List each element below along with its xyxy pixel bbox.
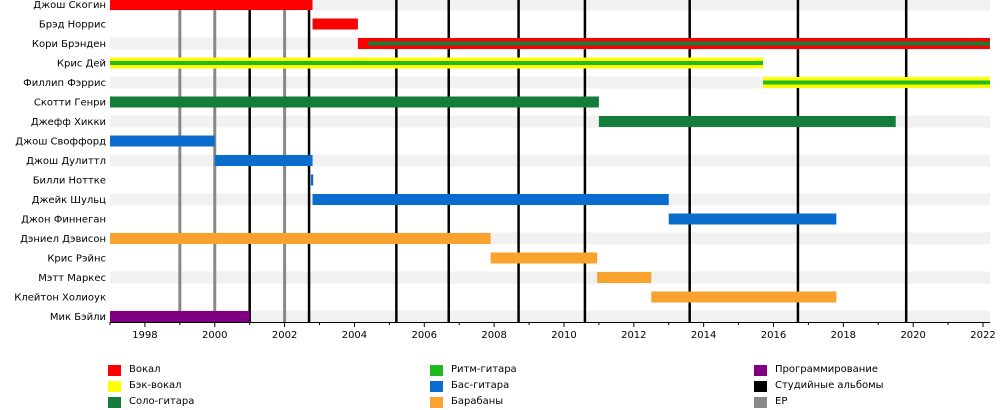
member-name: Дэниел Дэвисон xyxy=(20,234,106,245)
x-tick-label: 2022 xyxy=(970,330,995,341)
member-bar xyxy=(312,18,358,30)
x-tick-label: 2006 xyxy=(412,330,437,341)
member-name: Скотти Генри xyxy=(34,98,106,109)
legend-label-lead-guitar: Соло-гитара xyxy=(129,396,195,407)
legend-item-rhythm-guitar: Ритм-гитара xyxy=(430,364,517,378)
member-bar xyxy=(763,80,990,85)
legend-label-rhythm-guitar: Ритм-гитара xyxy=(451,364,517,375)
legend-swatch-bass xyxy=(430,380,443,392)
legend-label-programming: Программирование xyxy=(775,364,878,375)
row-background xyxy=(110,271,990,284)
legend: Вокал Бэк-вокал Соло-гитара Ритм-гитара … xyxy=(0,362,1000,408)
legend-label-drums: Барабаны xyxy=(451,396,504,407)
member-bar xyxy=(368,41,990,46)
member-bar xyxy=(668,213,837,225)
legend-swatch-rhythm-guitar xyxy=(430,364,443,376)
x-tick-label: 2018 xyxy=(831,330,856,341)
member-bar xyxy=(110,0,313,10)
member-bar xyxy=(214,155,313,166)
member-name: Кори Брэнден xyxy=(32,39,106,50)
legend-item-drums: Барабаны xyxy=(430,396,503,410)
member-name: Джефф Хикки xyxy=(31,117,106,128)
member-bar xyxy=(110,233,491,244)
legend-swatch-lead-guitar xyxy=(108,396,121,408)
member-bar xyxy=(597,272,652,283)
member-name: Крис Рэйнс xyxy=(47,254,106,265)
legend-item-bass: Бас-гитара xyxy=(430,380,509,394)
member-name: Филлип Фэррис xyxy=(23,78,106,89)
legend-swatch-drums xyxy=(430,396,443,408)
legend-item-lead-guitar: Соло-гитара xyxy=(108,396,194,410)
x-tick-label: 2016 xyxy=(761,330,786,341)
legend-label-ep: EP xyxy=(775,396,788,407)
member-bar xyxy=(598,116,896,127)
row-background xyxy=(110,0,990,11)
legend-swatch-programming xyxy=(754,364,767,376)
member-bar xyxy=(110,135,215,147)
member-bar xyxy=(490,252,598,264)
band-timeline-chart: Джош Скогин Брэд Норрис Кори Брэнден Крис Д… xyxy=(14,0,996,341)
member-bar xyxy=(651,291,837,303)
x-tick-label: 2020 xyxy=(900,330,925,341)
x-tick-label: 2012 xyxy=(621,330,646,341)
member-bar xyxy=(310,174,314,186)
legend-label-backing-vocal: Бэк-вокал xyxy=(129,380,182,391)
member-name: Билли Ноттке xyxy=(33,176,106,187)
member-bar xyxy=(312,194,669,205)
legend-item-studio-albums: Студийные альбомы xyxy=(754,380,884,394)
x-tick-label: 2000 xyxy=(202,330,227,341)
legend-label-bass: Бас-гитара xyxy=(451,380,510,391)
member-name: Джош Своффорд xyxy=(15,137,106,148)
legend-item-backing-vocal: Бэк-вокал xyxy=(108,380,182,394)
legend-label-vocal: Вокал xyxy=(129,364,161,375)
member-name: Джош Дулиттл xyxy=(26,156,106,167)
legend-swatch-ep xyxy=(754,396,767,408)
legend-swatch-backing-vocal xyxy=(108,380,121,392)
member-bars xyxy=(110,0,990,322)
member-names: Джош Скогин Брэд Норрис Кори Брэнден Крис Д… xyxy=(14,0,106,323)
member-name: Клейтон Холиоук xyxy=(14,293,106,304)
member-bar xyxy=(110,311,250,322)
member-name: Джейк Шульц xyxy=(32,195,107,206)
member-name: Брэд Норрис xyxy=(39,20,106,31)
legend-item-vocal: Вокал xyxy=(108,364,161,378)
member-name: Джон Финнеган xyxy=(21,215,106,226)
member-name: Крис Дей xyxy=(57,59,106,70)
legend-label-studio-albums: Студийные альбомы xyxy=(775,380,884,391)
x-tick-label: 2010 xyxy=(551,330,576,341)
x-tick-label: 1998 xyxy=(132,330,157,341)
x-tick-label: 2008 xyxy=(481,330,506,341)
x-tick-label: 2014 xyxy=(691,330,716,341)
member-name: Мэтт Маркес xyxy=(38,273,106,284)
member-name: Мик Бэйли xyxy=(50,312,106,323)
member-name: Джош Скогин xyxy=(33,0,106,11)
x-tick-label: 2004 xyxy=(342,330,367,341)
legend-item-programming: Программирование xyxy=(754,364,878,378)
legend-item-ep: EP xyxy=(754,396,787,410)
legend-swatch-vocal xyxy=(108,364,121,376)
x-tick-label: 2002 xyxy=(272,330,297,341)
member-bar xyxy=(110,96,599,108)
row-background xyxy=(110,154,990,167)
x-axis: 1998 2000 2002 2004 2006 2008 2010 2012 2014 2016… xyxy=(109,322,996,341)
row-background xyxy=(110,310,990,323)
legend-swatch-studio-albums xyxy=(754,380,767,392)
member-bar xyxy=(110,61,764,65)
